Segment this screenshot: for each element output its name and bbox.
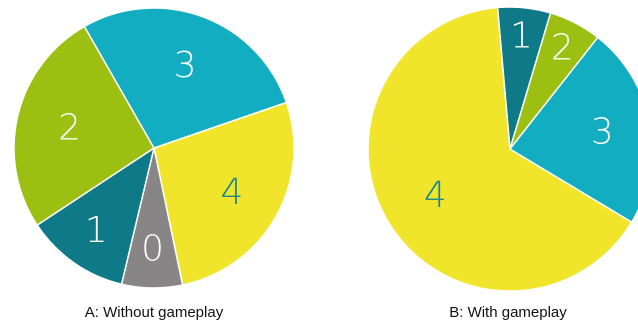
pie-b-slice-label-4: 4 — [424, 175, 447, 216]
pie-a-slice-label-2: 2 — [58, 107, 81, 148]
pie-a-slice-label-1: 1 — [85, 210, 108, 251]
pie-b-slice-4 — [367, 6, 633, 292]
chart-b-caption: B: With gameplay — [449, 304, 567, 321]
pie-a-slice-1 — [36, 147, 155, 285]
pie-a-slice-3 — [83, 7, 288, 149]
pie-chart-b: 4 1 2 3 — [367, 6, 638, 292]
pie-a-slice-2 — [13, 25, 155, 226]
chart-a-caption: A: Without gameplay — [84, 304, 224, 321]
pie-a-slice-label-3: 3 — [174, 45, 197, 86]
pie-b-slice-3 — [509, 36, 638, 223]
pie-b-slice-label-3: 3 — [591, 112, 614, 153]
pie-a-slice-label-0: 0 — [141, 228, 164, 269]
pie-a-slice-label-4: 4 — [220, 172, 243, 213]
pie-b-slice-label-1: 1 — [510, 15, 533, 56]
pie-b-slice-label-2: 2 — [551, 28, 574, 69]
pie-a-slice-4 — [153, 101, 295, 286]
pie-chart-a: 4 01 2 3 — [13, 7, 295, 289]
